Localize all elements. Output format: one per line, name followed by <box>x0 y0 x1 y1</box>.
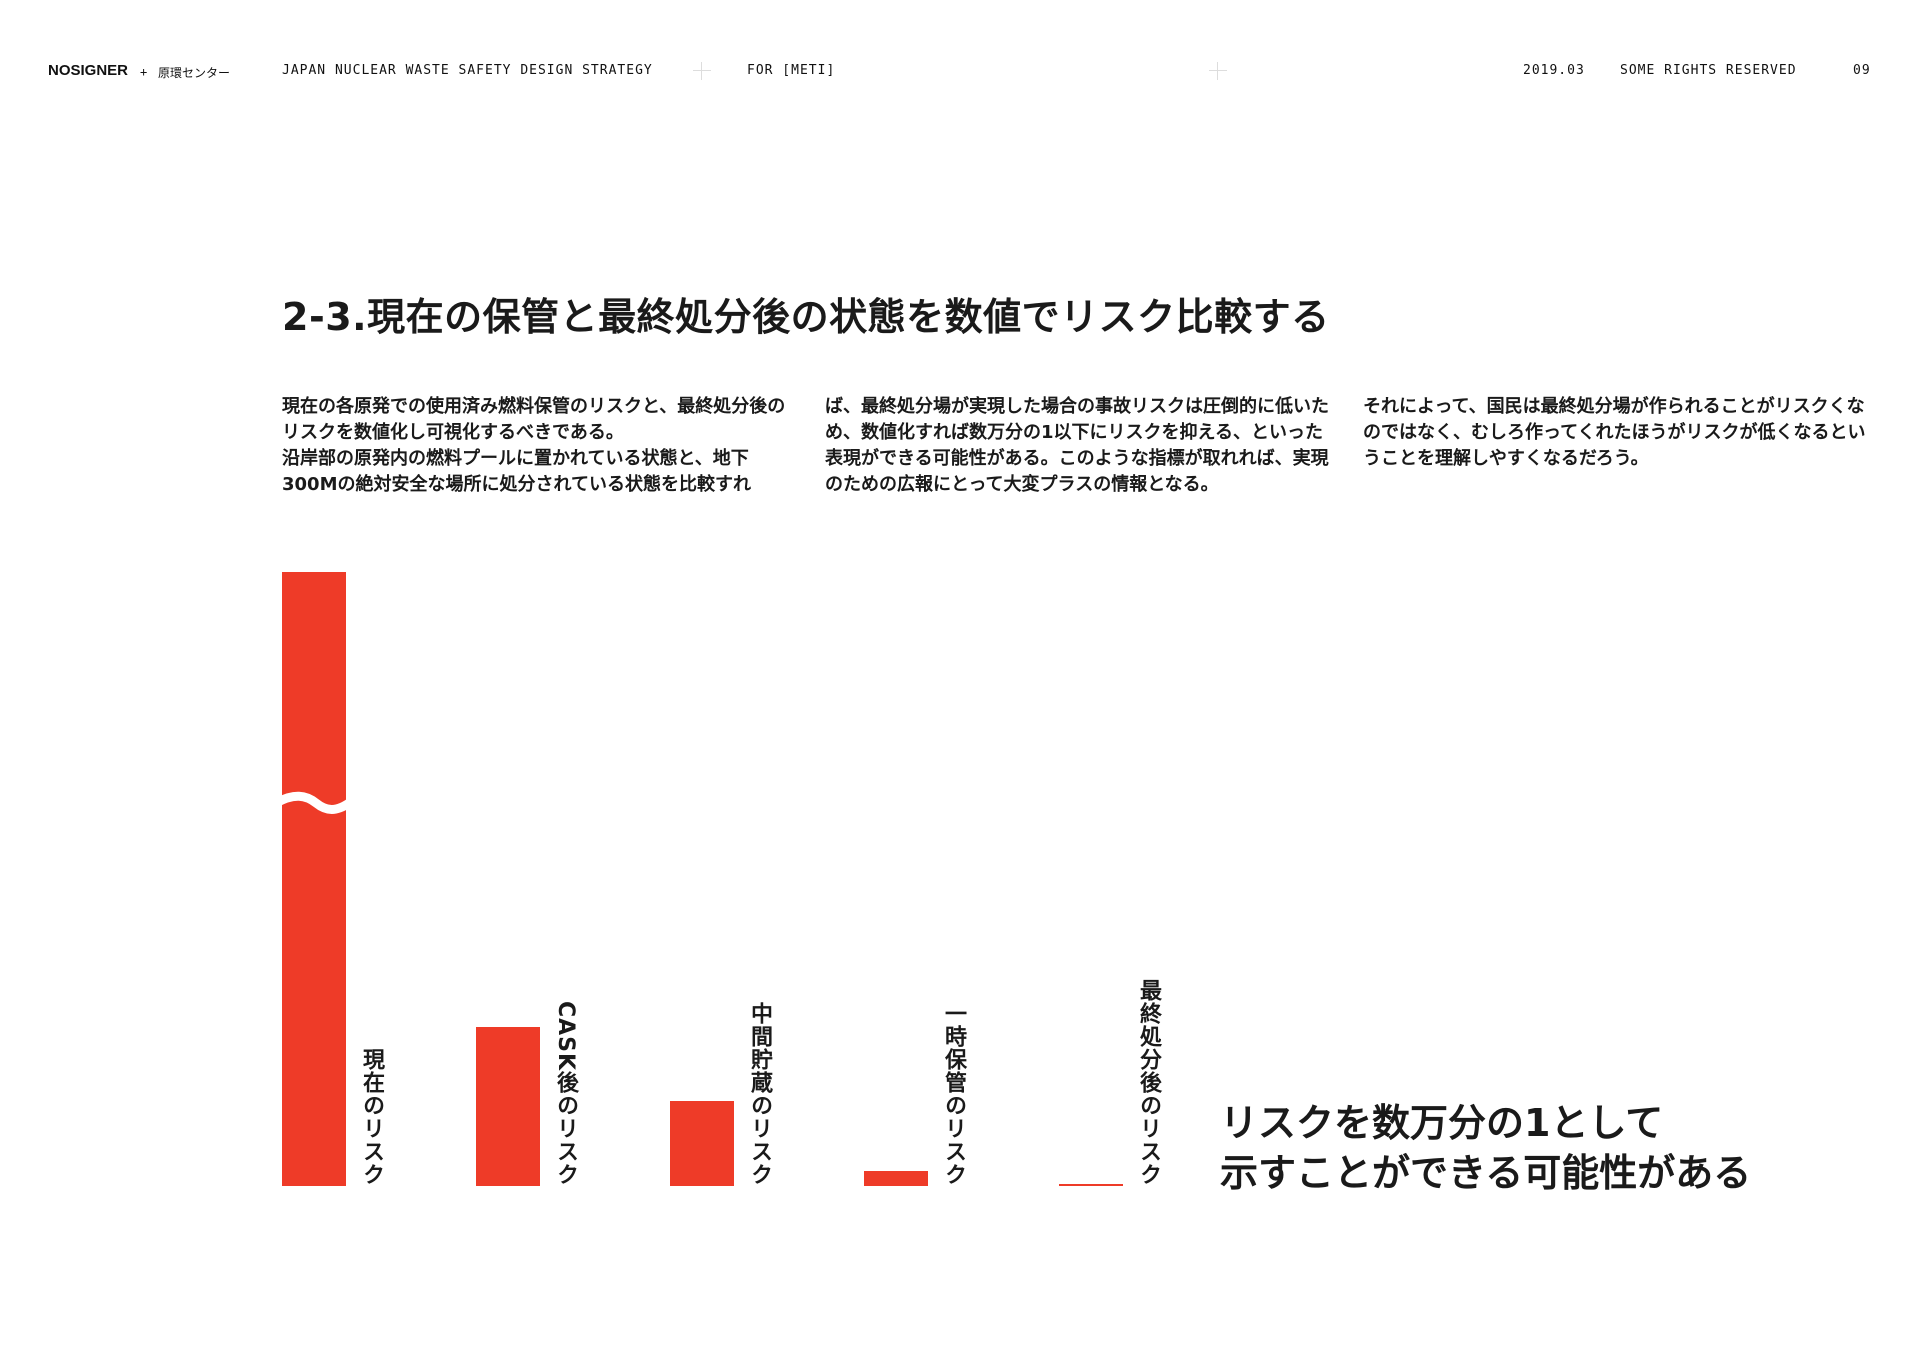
body-column-3: それによって、国民は最終処分場が作られることがリスクくなのではなく、むしろ作って… <box>1363 394 1873 472</box>
callout-line: リスクを数万分の1として <box>1220 1101 1664 1145</box>
bar-0 <box>282 572 346 1186</box>
paragraph: それによって、国民は最終処分場が作られることがリスクくなのではなく、むしろ作って… <box>1363 396 1866 469</box>
paragraph: 沿岸部の原発内の燃料プールに置かれている状態と、地下300Mの絶対安全な場所に処… <box>282 448 751 495</box>
callout-text: リスクを数万分の1として 示すことができる可能性がある <box>1220 1098 1751 1198</box>
crosshair-mark <box>693 62 711 80</box>
client-label: FOR [METI] <box>747 63 836 78</box>
bar-label: 最終処分後のリスク <box>1136 979 1161 1186</box>
bar-1 <box>476 1027 540 1186</box>
bar-4 <box>1059 1184 1123 1186</box>
partner-name: 原環センター <box>158 66 231 80</box>
plus-sign: + <box>140 65 149 79</box>
page-title: 2-3.現在の保管と最終処分後の状態を数値でリスク比較する <box>282 295 1330 339</box>
project-title: JAPAN NUCLEAR WASTE SAFETY DESIGN STRATE… <box>282 63 653 78</box>
paragraph: 現在の各原発での使用済み燃料保管のリスクと、最終処分後のリスクを数値化し可視化す… <box>282 396 786 443</box>
page-number: 09 <box>1853 63 1871 78</box>
bar-label: 中間貯蔵のリスク <box>747 1002 772 1186</box>
paragraph: ば、最終処分場が実現した場合の事故リスクは圧倒的に低いため、数値化すれば数万分の… <box>825 396 1329 495</box>
bar-label: CASK後のリスク <box>553 1000 578 1186</box>
rights-label: SOME RIGHTS RESERVED <box>1620 63 1797 78</box>
bar-label: 現在のリスク <box>359 1048 384 1186</box>
body-column-2: ば、最終処分場が実現した場合の事故リスクは圧倒的に低いため、数値化すれば数万分の… <box>825 394 1335 498</box>
bar-3 <box>864 1171 928 1186</box>
bar-label: 一時保管のリスク <box>941 1002 966 1186</box>
crosshair-mark <box>1209 62 1227 80</box>
nosigner-logo: NOSIGNER <box>48 62 129 79</box>
bar-2 <box>670 1101 734 1186</box>
callout-line: 示すことができる可能性がある <box>1220 1151 1752 1195</box>
axis-break-icon <box>276 791 352 814</box>
body-column-1: 現在の各原発での使用済み燃料保管のリスクと、最終処分後のリスクを数値化し可視化す… <box>282 394 792 498</box>
date-label: 2019.03 <box>1523 63 1585 78</box>
